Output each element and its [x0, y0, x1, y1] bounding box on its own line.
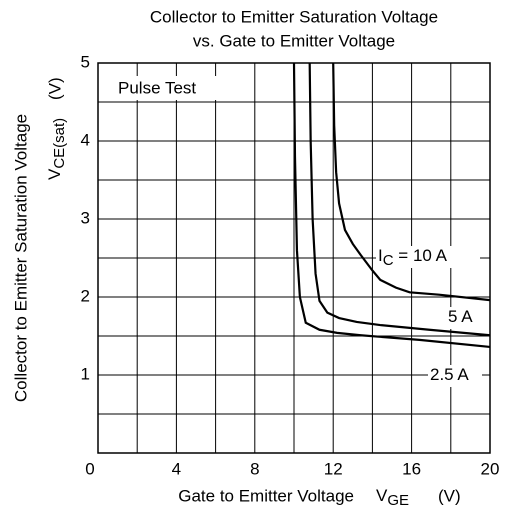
annotation: Pulse Test	[118, 78, 196, 97]
chart-title: Collector to Emitter Saturation Voltage	[150, 7, 438, 26]
legend-entry: 5 A	[448, 307, 473, 326]
curve-label-eq: =	[394, 246, 413, 265]
x-tick-label: 12	[324, 459, 343, 478]
x-axis-symbol-sub: GE	[387, 492, 409, 509]
curve-label-bg	[446, 307, 486, 329]
curve-label: IC = 10 A	[378, 246, 448, 268]
x-tick-label: 4	[172, 459, 181, 478]
y-tick-label: 2	[81, 286, 90, 305]
y-axis-symbol-main: V	[45, 168, 64, 180]
curve-label-bg	[376, 246, 480, 268]
curve	[332, 62, 491, 302]
y-tick-label: 3	[81, 208, 90, 227]
y-tick-label: 5	[81, 52, 90, 71]
curve-label-bg	[428, 365, 482, 387]
x-tick-label: 0	[85, 459, 94, 478]
x-axis-unit: (V)	[438, 486, 461, 505]
curve-label: 5 A	[448, 307, 473, 326]
y-tick-label: 4	[81, 130, 90, 149]
legend-entry: 10 A	[413, 246, 448, 265]
x-tick-label: 8	[250, 459, 259, 478]
chart-title: vs. Gate to Emitter Voltage	[193, 31, 395, 50]
y-axis-symbol: VCE(sat)	[45, 118, 67, 180]
y-tick-label: 1	[81, 364, 90, 383]
curve	[292, 62, 491, 349]
y-axis-symbol-sub: CE(sat)	[51, 118, 68, 169]
x-tick-label: 20	[481, 459, 500, 478]
curve-label-sub: C	[383, 252, 394, 269]
curve-label: 2.5 A	[430, 365, 469, 384]
x-tick-label: 16	[402, 459, 421, 478]
y-axis-label: Collector to Emitter Saturation Voltage	[11, 114, 30, 402]
x-axis-symbol-main: V	[376, 486, 388, 505]
curve	[308, 62, 491, 337]
y-axis-unit: (V)	[45, 77, 64, 100]
annotation-bg	[112, 76, 222, 100]
legend-entry: 2.5 A	[430, 365, 469, 384]
x-axis-symbol: VGE	[376, 486, 409, 508]
x-axis-label: Gate to Emitter Voltage	[178, 486, 354, 505]
curve-label-symbol: I	[378, 246, 383, 265]
